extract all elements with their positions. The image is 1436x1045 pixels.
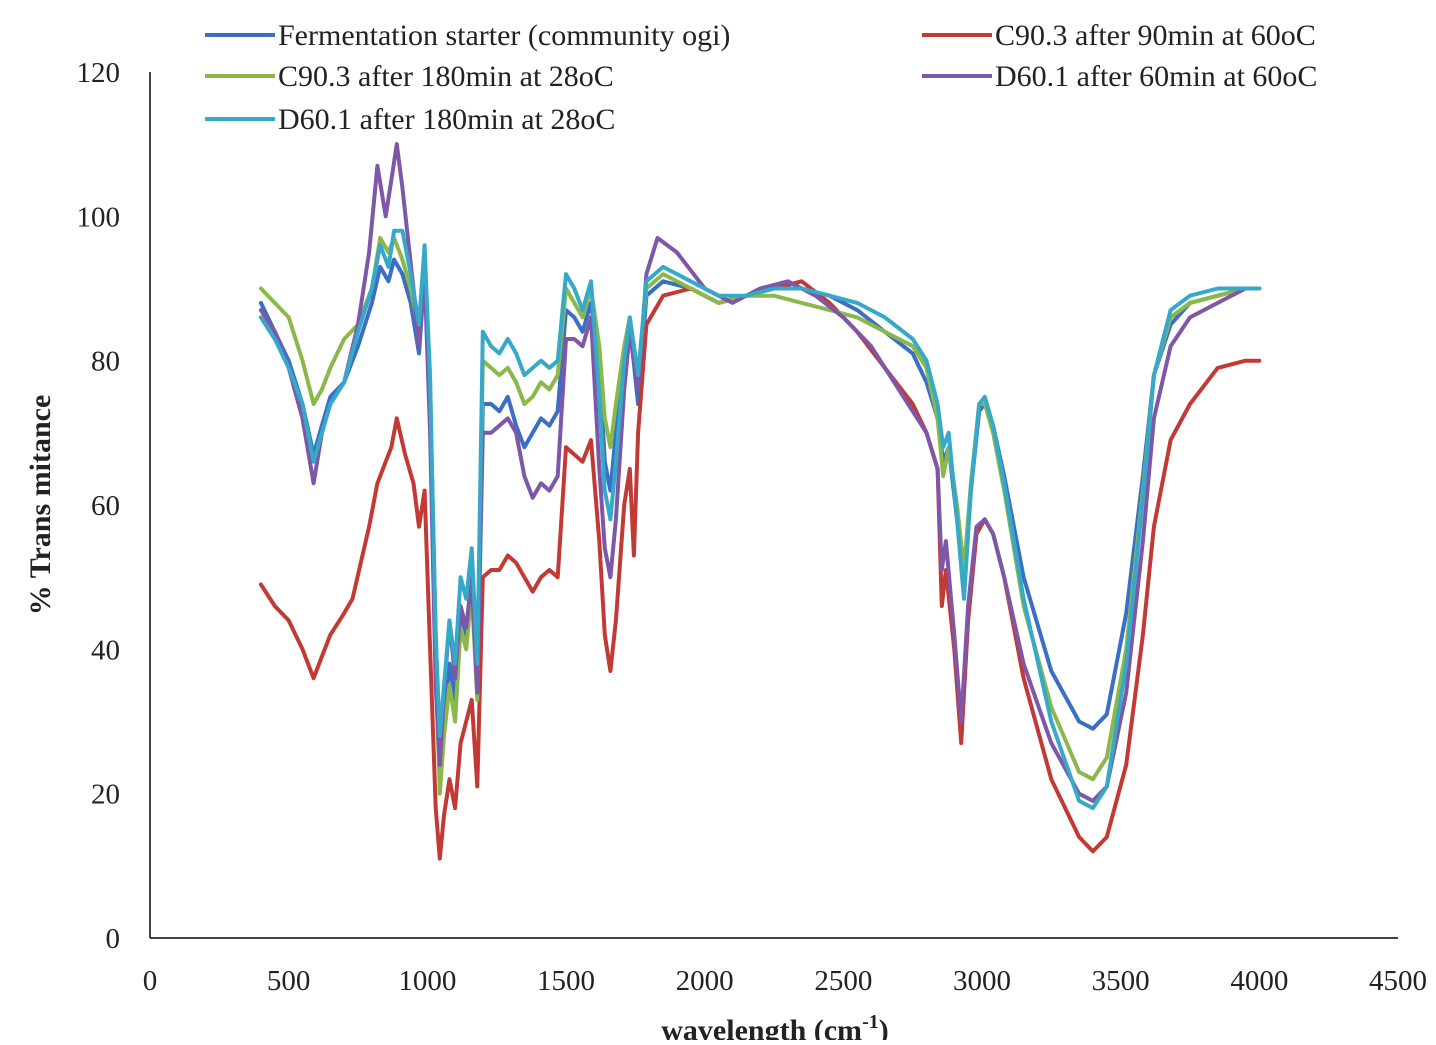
y-tick-label: 40 xyxy=(91,634,120,666)
series-layer xyxy=(258,142,1262,861)
y-tick-labels: 0 20 40 60 80 100 120 xyxy=(77,57,121,955)
legend-item: D60.1 after 60min at 60oC xyxy=(922,60,1317,93)
x-tick-label: 4500 xyxy=(1369,965,1427,997)
legend-label: D60.1 after 180min at 28oC xyxy=(278,103,615,136)
y-tick-label: 120 xyxy=(77,57,121,89)
x-axis-title: wavelength (cm-1) xyxy=(661,1011,888,1040)
legend-item: C90.3 after 180min at 28oC xyxy=(205,60,614,93)
y-tick-label: 0 xyxy=(106,923,121,955)
x-tick-label: 1000 xyxy=(398,965,456,997)
series-line-4 xyxy=(258,142,1262,803)
legend-label: D60.1 after 60min at 60oC xyxy=(995,60,1317,93)
x-tick-label: 2000 xyxy=(676,965,734,997)
legend-label: C90.3 after 90min at 60oC xyxy=(995,19,1316,52)
x-tick-label: 500 xyxy=(267,965,311,997)
x-tick-label: 0 xyxy=(143,965,158,997)
y-tick-label: 60 xyxy=(91,490,120,522)
y-tick-label: 100 xyxy=(77,201,121,233)
x-tick-label: 3500 xyxy=(1092,965,1150,997)
x-tick-label: 4000 xyxy=(1230,965,1288,997)
series-line-1 xyxy=(258,257,1262,774)
x-tick-label: 3000 xyxy=(953,965,1011,997)
x-tick-label: 1500 xyxy=(537,965,595,997)
legend-item: Fermentation starter (community ogi) xyxy=(205,19,730,52)
series-line-5 xyxy=(258,228,1262,811)
y-tick-label: 20 xyxy=(91,779,120,811)
x-tick-label: 2500 xyxy=(814,965,872,997)
legend-label: Fermentation starter (community ogi) xyxy=(278,19,730,52)
legend-item: C90.3 after 90min at 60oC xyxy=(922,19,1316,52)
x-tick-labels: 0 500 1000 1500 2000 2500 3000 3500 4000 4500 xyxy=(143,965,1427,997)
y-tick-label: 80 xyxy=(91,346,120,378)
legend-item: D60.1 after 180min at 28oC xyxy=(205,103,615,136)
y-axis-title: % Trans mitance xyxy=(24,395,57,616)
axes xyxy=(149,72,1398,939)
legend-label: C90.3 after 180min at 28oC xyxy=(278,60,614,93)
legend: Fermentation starter (community ogi) C90.… xyxy=(205,19,1317,136)
